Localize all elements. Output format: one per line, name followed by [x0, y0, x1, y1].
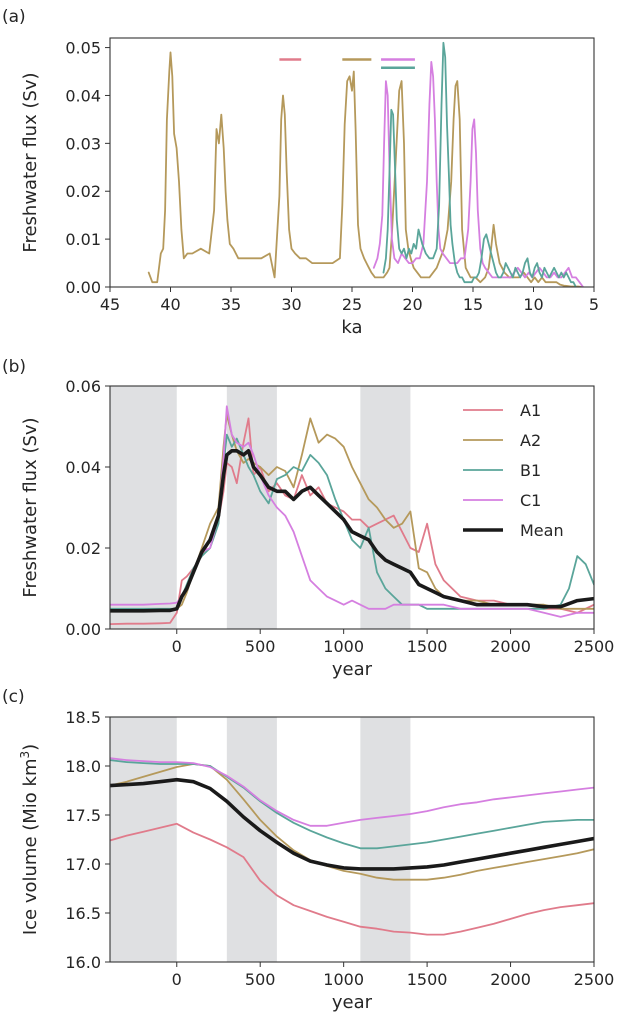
panel-b-y-tick-label: 0.02	[65, 539, 101, 558]
panel-c-y-tick-label: 18.0	[65, 757, 101, 776]
legend-label-a2: A2	[520, 431, 541, 450]
panel-a-x-tick-label: 35	[221, 295, 241, 314]
panel-c-label: (c)	[2, 687, 25, 707]
panel-b-shaded-interval	[360, 386, 411, 629]
panel-b-x-tick-label: 2500	[574, 637, 615, 656]
panel-b-x-tick-label: 2000	[490, 637, 531, 656]
panel-c-y-axis-label: Ice volume (Mio km3)	[18, 744, 41, 935]
panel-c-x-axis-label: year	[332, 992, 373, 1013]
panel-a-label: (a)	[2, 7, 26, 27]
panel-c-x-tick-label: 1500	[407, 970, 448, 989]
panel-a-series-c1-line	[372, 61, 584, 287]
panel-a-y-axis-label: Freshwater flux (Sv)	[20, 72, 41, 252]
panel-b-x-tick-label: 1500	[407, 637, 448, 656]
panel-c-shaded-interval	[110, 717, 177, 962]
panel-c-plot-area: 0 500 1000 1500 2000 2500 16.0 16.5 17.0 17.5 18.0…	[65, 708, 614, 989]
panel-c-y-tick-label: 17.5	[65, 806, 101, 825]
panel-b-frame	[109, 385, 595, 630]
panel-c-y-axis-label-superscript: 3	[18, 751, 32, 759]
panel-b: (b) 0 500 1000 1500 2000 2500 0.00 0.02 0.04 0.06…	[2, 357, 614, 680]
panel-c-series-a1-line	[110, 822, 594, 936]
panel-c-y-tick-label: 17.0	[65, 855, 101, 874]
panel-b-y-axis-label: Freshwater flux (Sv)	[20, 417, 41, 597]
panel-a-x-tick-label: 25	[342, 295, 362, 314]
panel-c-series-mean-line	[110, 777, 594, 871]
panel-b-label: (b)	[2, 357, 26, 377]
panel-c: (c) 0 500 1000 1500 2000 2500 16.0 16.5 17.0 17.5…	[2, 687, 614, 1013]
panel-a-series-b1-line	[382, 41, 577, 287]
panel-a-x-tick-label: 40	[160, 295, 180, 314]
panel-a-x-tick-label: 10	[523, 295, 543, 314]
panel-a-y-tick-label: 0.00	[65, 278, 101, 297]
panel-c-shaded-interval	[360, 717, 411, 962]
panel-c-y-tick-label: 16.5	[65, 904, 101, 923]
panel-b-x-tick-label: 1000	[323, 637, 364, 656]
panel-c-y-axis-label-end: )	[20, 744, 41, 751]
panel-c-x-tick-label: 2000	[490, 970, 531, 989]
panel-a-y-tick-label: 0.04	[65, 86, 101, 105]
panel-a-x-tick-label: 15	[463, 295, 483, 314]
panel-c-frame	[109, 716, 595, 963]
panel-a-plot-area: 45 40 35 30 25 20 15 10 5 0.00 0.01 0.02 0.03 0.04 0.0…	[65, 37, 599, 314]
panel-b-legend: A1 A2 B1 C1 Mean	[463, 401, 564, 540]
panel-b-shaded-interval	[226, 386, 277, 629]
panel-a-x-tick-label: 5	[589, 295, 599, 314]
panel-a-x-tick-label: 45	[100, 295, 120, 314]
panel-b-y-tick-label: 0.06	[65, 377, 101, 396]
panel-a: (a) 45 40 35 30 25 20 15 10 5 0.00 0.01 0.02 0.03 0.0…	[2, 7, 599, 338]
panel-c-shaded-interval	[226, 717, 277, 962]
legend-label-b1: B1	[520, 461, 541, 480]
panel-b-x-tick-label: 500	[245, 637, 276, 656]
panel-b-x-tick-label: 0	[172, 637, 182, 656]
panel-a-y-tick-label: 0.05	[65, 39, 101, 58]
panel-b-y-tick-label: 0.04	[65, 458, 101, 477]
panel-b-plot-area: 0 500 1000 1500 2000 2500 0.00 0.02 0.04 0.06	[65, 377, 614, 656]
panel-c-y-tick-label: 16.0	[65, 953, 101, 972]
panel-b-shaded-interval	[110, 386, 177, 629]
panel-c-y-tick-label: 18.5	[65, 708, 101, 727]
panel-a-y-tick-label: 0.01	[65, 230, 101, 249]
panel-a-x-tick-label: 20	[402, 295, 422, 314]
panel-a-y-tick-label: 0.03	[65, 134, 101, 153]
legend-label-mean: Mean	[520, 521, 564, 540]
panel-c-x-tick-label: 0	[172, 970, 182, 989]
legend-label-a1: A1	[520, 401, 541, 420]
panel-c-y-axis-label-base: Ice volume (Mio km	[20, 759, 41, 936]
panel-c-x-tick-label: 1000	[323, 970, 364, 989]
panel-b-y-tick-label: 0.00	[65, 620, 101, 639]
panel-c-series-b1-line	[110, 759, 594, 850]
legend-label-c1: C1	[520, 491, 541, 510]
panel-a-x-axis-label: ka	[341, 317, 362, 338]
panel-c-x-tick-label: 2500	[574, 970, 615, 989]
panel-a-y-tick-label: 0.02	[65, 182, 101, 201]
panel-a-x-tick-label: 30	[281, 295, 301, 314]
panel-b-series-mean-line	[110, 449, 594, 613]
panel-b-x-axis-label: year	[332, 659, 373, 680]
panel-c-series-c1-line	[110, 757, 594, 827]
panel-c-x-tick-label: 500	[245, 970, 276, 989]
panel-a-series-a2-line	[147, 51, 583, 287]
